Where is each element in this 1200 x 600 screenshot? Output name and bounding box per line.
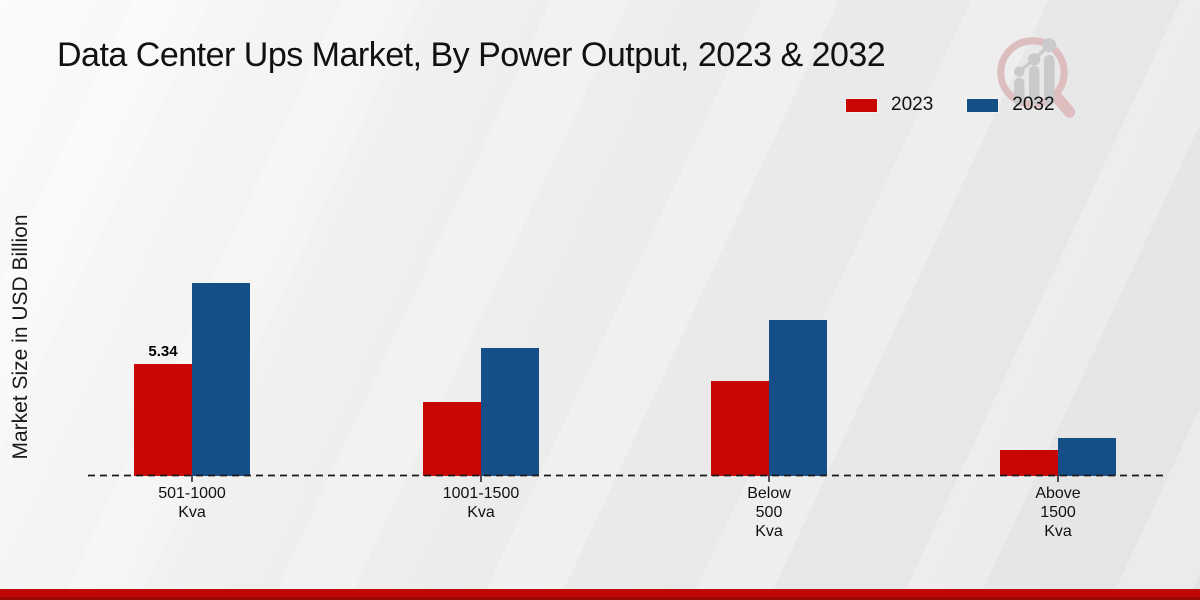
bar-2032-2	[481, 348, 539, 476]
magnifier-chart-icon	[997, 37, 1076, 118]
bar-2032-4	[1058, 438, 1116, 476]
x-tick-label-1: 501-1000 Kva	[158, 485, 226, 521]
bar-value-annotation: 5.34	[148, 343, 178, 360]
legend: 2023 2032	[845, 94, 1055, 116]
bar-2032-1	[192, 283, 250, 476]
legend-swatch-2023	[845, 97, 878, 113]
bar-2032-3	[769, 320, 827, 476]
x-tick-label-2: 1001-1500 Kva	[442, 485, 520, 521]
footer-accent-bar	[0, 589, 1200, 600]
bar-2023-3	[711, 381, 769, 476]
legend-item-2023: 2023	[845, 94, 933, 116]
legend-label-2023: 2023	[891, 94, 934, 115]
mrfr-watermark-logo	[997, 37, 1076, 118]
y-axis-label: Market Size in USD Billion	[9, 214, 32, 460]
x-tick-label-4: Above 1500 Kva	[1035, 485, 1081, 540]
x-tick-label-3: Below 500 Kva	[747, 485, 791, 540]
x-axis-ticks	[191, 476, 1059, 482]
bar-2023-4	[1000, 450, 1058, 476]
legend-swatch-2032	[966, 97, 1000, 113]
bar-2023-2	[423, 402, 481, 476]
bar-2023-1	[134, 364, 192, 476]
chart-title: Data Center Ups Market, By Power Output,…	[57, 36, 886, 74]
legend-item-2032: 2032	[966, 94, 1055, 116]
legend-label-2032: 2032	[1012, 94, 1055, 115]
